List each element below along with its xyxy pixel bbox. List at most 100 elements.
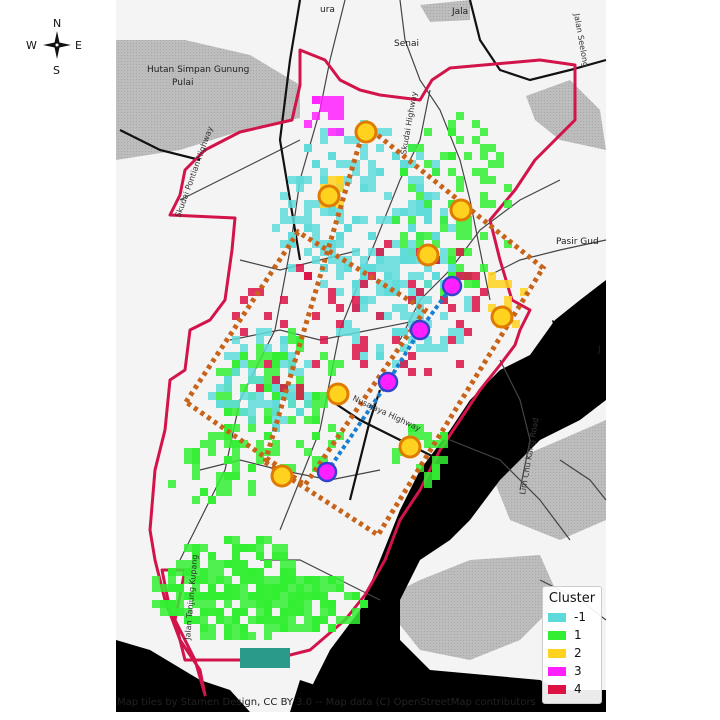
cluster-cell [176,608,184,616]
cluster-cell [232,312,240,320]
cluster-cell [288,384,296,392]
cluster2-centroid-marker[interactable] [490,305,514,329]
cluster-cell [240,408,248,416]
cluster-cell [304,584,312,592]
cluster-cell [288,464,296,472]
cluster-cell [392,256,400,264]
cluster-cell [288,392,296,400]
cluster-cell [288,600,296,608]
cluster-cell [184,592,192,600]
cluster-cell [360,184,368,192]
cluster-cell [240,592,248,600]
cluster-cell [424,216,432,224]
cluster-cell [456,224,464,232]
cluster-cell [280,544,288,552]
cluster-cell [480,264,488,272]
cluster-cell [448,336,456,344]
cluster-cell [280,608,288,616]
cluster-cell [272,584,280,592]
cluster-cell [192,448,200,456]
cluster-cell [304,400,312,408]
cluster2-centroid-marker[interactable] [449,198,473,222]
cluster-cell [488,272,496,280]
cluster-cell [376,280,384,288]
cluster-cell [248,480,256,488]
cluster-cell [424,128,432,136]
cluster-cell [272,552,280,560]
cluster-cell [280,616,288,624]
cluster-cell [240,608,248,616]
cluster-cell [256,584,264,592]
cluster-cell [264,312,272,320]
cluster2-centroid-marker[interactable] [354,120,378,144]
cluster-cell [504,200,512,208]
compass-south-icon [54,45,60,59]
cluster-cell [224,392,232,400]
cluster-cell [184,608,192,616]
cluster2-centroid-marker[interactable] [270,464,294,488]
cluster-cell [352,168,360,176]
cluster-cell [408,144,416,152]
cluster-cell [168,608,176,616]
cluster-cell [304,272,312,280]
cluster-cell [320,352,328,360]
cluster3-centroid-marker[interactable] [409,319,431,341]
place-label-pasir-gudang: Pasir Gud [556,237,599,247]
legend-item: -1 [548,608,596,626]
cluster-cell [520,288,528,296]
cluster-region-outlines [182,120,547,539]
cluster-cell [296,368,304,376]
cluster-cell [248,408,256,416]
cluster-cell [320,392,328,400]
cluster-cell [384,256,392,264]
cluster-cell [256,440,264,448]
cluster-cell [232,560,240,568]
cluster3-centroid-marker[interactable] [316,461,338,483]
cluster-cell [336,200,344,208]
cluster-cell [328,104,336,112]
cluster-cell [288,328,296,336]
cluster-cell [208,448,216,456]
cluster-cell [456,184,464,192]
cluster2-centroid-marker[interactable] [317,184,341,208]
cluster-cell [280,208,288,216]
cluster-cell [392,152,400,160]
cluster2-centroid-marker[interactable] [326,382,350,406]
cluster-cell [360,176,368,184]
cluster-cell [208,432,216,440]
cluster-cell [392,328,400,336]
cluster-cell [448,256,456,264]
cluster-cell [456,328,464,336]
cluster3-centroid-marker[interactable] [441,275,463,297]
cluster-cell [256,608,264,616]
cluster-cell [264,432,272,440]
cluster-cell [336,584,344,592]
cluster-cell [288,264,296,272]
cluster-cell [456,360,464,368]
cluster-cell [264,616,272,624]
legend-title: Cluster [548,591,596,606]
cluster2-centroid-marker[interactable] [416,243,440,267]
cluster-cell [216,392,224,400]
cluster-cell [240,384,248,392]
cluster-cell [272,616,280,624]
cluster-cell [232,408,240,416]
cluster-cell [344,176,352,184]
cluster-cell [256,456,264,464]
cluster2-centroid-marker[interactable] [398,435,422,459]
cluster-cell [472,168,480,176]
cluster3-centroid-marker[interactable] [377,371,399,393]
cluster-cell [248,568,256,576]
cluster-cell [320,576,328,584]
cluster-cell [192,616,200,624]
cluster-cell [264,600,272,608]
cluster-cell [240,600,248,608]
cluster-cell [184,568,192,576]
cluster-cell [368,296,376,304]
cluster-cell [432,272,440,280]
cluster-cell [384,216,392,224]
cluster-cell [320,96,328,104]
cluster-cell [424,280,432,288]
cluster-cell [344,328,352,336]
